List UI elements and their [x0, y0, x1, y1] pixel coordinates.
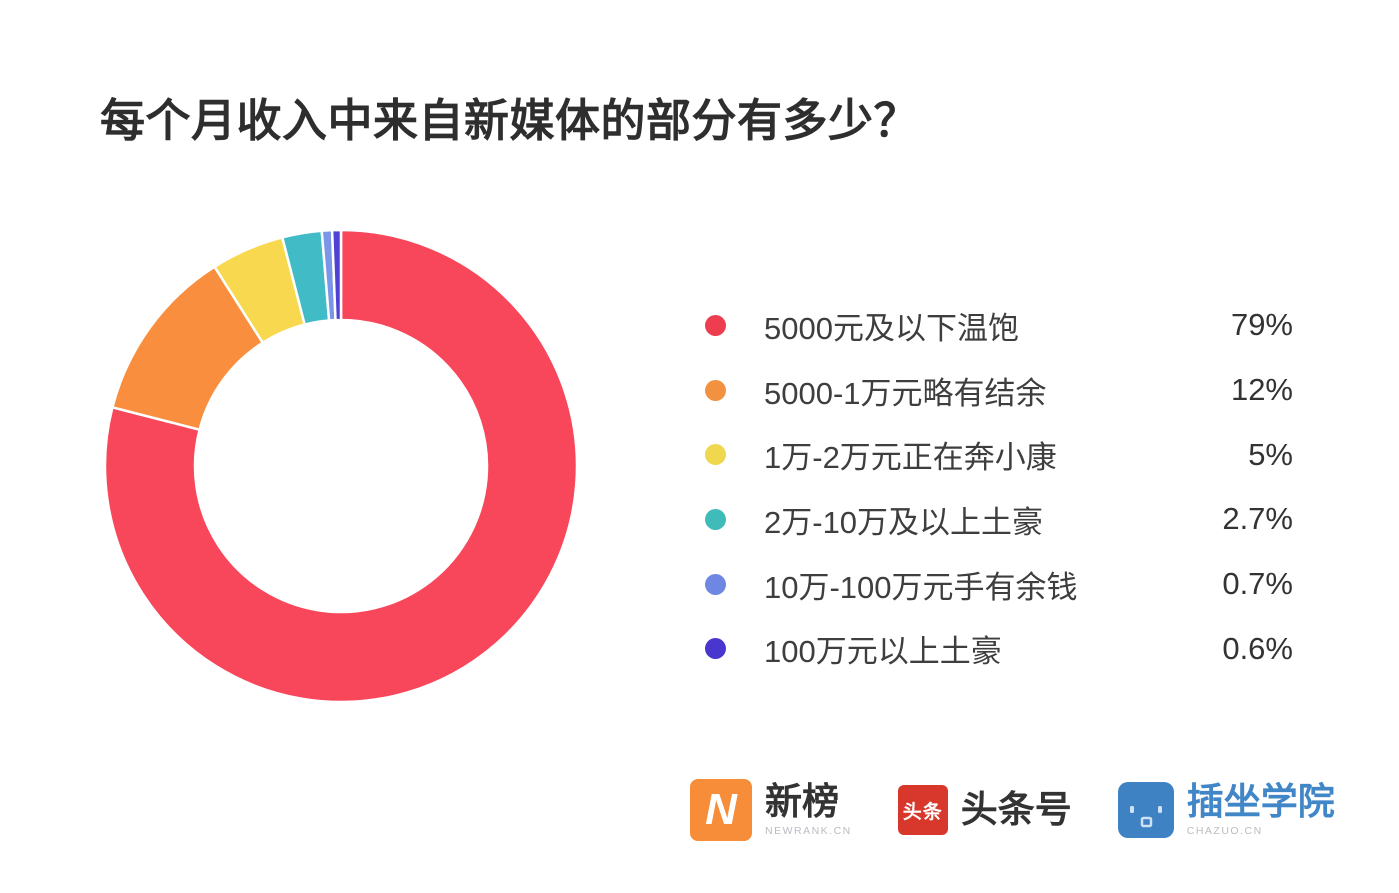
newrank-logo-title: 新榜	[765, 780, 839, 822]
donut-chart	[101, 226, 581, 706]
legend-dot-icon	[705, 379, 726, 401]
chazuo-logo-title: 插坐学院	[1186, 780, 1335, 822]
legend-dot-icon	[705, 314, 726, 336]
legend-item-5: 100万元以上土豪 0.6%	[705, 616, 1293, 681]
newrank-logo: N 新榜 NEWRANK.CN	[690, 779, 852, 841]
legend-label: 10万-100万元手有余钱	[764, 569, 1078, 605]
donut-chart-svg	[103, 228, 579, 704]
page-title: 每个月收入中来自新媒体的部分有多少？	[100, 95, 920, 146]
toutiao-logo: 头条 头条号	[897, 785, 1072, 835]
legend-item-0: 5000元及以下温饱 79%	[705, 293, 1293, 358]
legend-value: 12%	[1230, 372, 1293, 408]
brand-footer: N 新榜 NEWRANK.CN 头条 头条号 插坐学院 CHAZUO.CN	[690, 768, 1335, 852]
donut-slice-0	[103, 228, 579, 704]
legend-value: 5%	[1248, 436, 1293, 472]
legend-item-4: 10万-100万元手有余钱 0.7%	[705, 552, 1293, 617]
legend-value: 2.7%	[1222, 501, 1293, 537]
legend-label: 100万元以上土豪	[764, 634, 1002, 670]
newrank-n-icon: N	[690, 779, 752, 841]
legend-label: 5000元及以下温饱	[764, 310, 1019, 346]
legend-label: 2万-10万及以上土豪	[764, 504, 1044, 540]
legend-dot-icon	[705, 444, 726, 466]
legend-value: 0.6%	[1222, 630, 1293, 666]
chazuo-logo-subtitle: CHAZUO.CN	[1186, 825, 1263, 838]
toutiao-logo-title: 头条号	[960, 788, 1072, 830]
legend-value: 0.7%	[1222, 566, 1293, 602]
legend-dot-icon	[705, 638, 726, 660]
legend-item-2: 1万-2万元正在奔小康 5%	[705, 422, 1293, 487]
chart-legend: 5000元及以下温饱 79% 5000-1万元略有结余 12% 1万-2万元正在奔小康 5…	[705, 293, 1293, 681]
chazuo-logo: 插坐学院 CHAZUO.CN	[1117, 780, 1335, 838]
legend-item-1: 5000-1万元略有结余 12%	[705, 358, 1293, 423]
legend-value: 79%	[1230, 307, 1293, 343]
toutiao-icon: 头条	[897, 785, 948, 835]
donut-slice-5	[330, 228, 343, 322]
newrank-logo-subtitle: NEWRANK.CN	[765, 825, 852, 838]
legend-dot-icon	[705, 573, 726, 595]
legend-label: 1万-2万元正在奔小康	[764, 440, 1057, 476]
chazuo-face-glyph	[1129, 806, 1162, 828]
chazuo-face-icon	[1117, 782, 1174, 838]
legend-dot-icon	[705, 508, 726, 530]
legend-label: 5000-1万元略有结余	[764, 375, 1047, 411]
legend-item-3: 2万-10万及以上土豪 2.7%	[705, 487, 1293, 552]
